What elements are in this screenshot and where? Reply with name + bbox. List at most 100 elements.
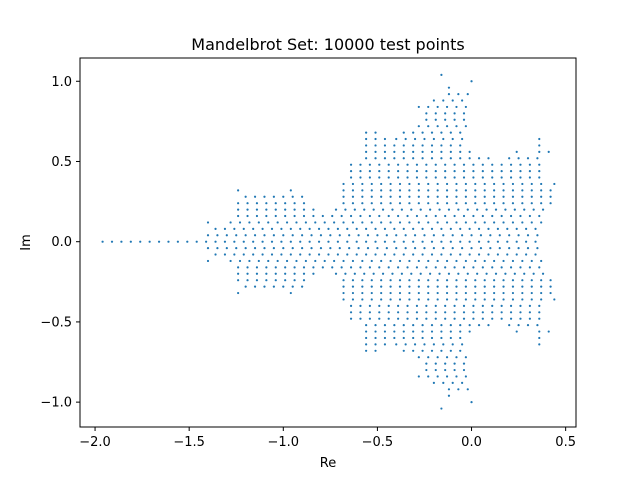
chart-title: Mandelbrot Set: 10000 test points [191, 35, 464, 54]
scatter-point [528, 304, 531, 307]
scatter-point [504, 208, 507, 211]
scatter-point [370, 259, 373, 263]
scatter-point [429, 208, 432, 211]
scatter-point [462, 170, 466, 173]
scatter-point [470, 80, 473, 83]
scatter-point [459, 131, 462, 134]
scatter-point [284, 266, 287, 269]
scatter-point [342, 298, 345, 301]
scatter-point [244, 234, 247, 237]
scatter-point [319, 234, 323, 237]
scatter-point [427, 182, 430, 186]
scatter-point [427, 291, 430, 295]
scatter-point [400, 208, 403, 211]
scatter-point [351, 259, 355, 263]
scatter-point [491, 311, 494, 314]
scatter-point [406, 304, 409, 307]
scatter-point [291, 247, 294, 250]
scatter-point [427, 125, 430, 128]
scatter-point [453, 317, 456, 320]
scatter-point [540, 195, 543, 198]
scatter-point [453, 112, 456, 115]
scatter-point [502, 182, 505, 186]
scatter-point [496, 253, 499, 256]
scatter-point [349, 317, 353, 320]
scatter-point [406, 311, 409, 314]
scatter-point [263, 285, 266, 288]
scatter-point [515, 227, 518, 230]
scatter-point [445, 105, 449, 109]
scatter-point [509, 163, 513, 166]
scatter-point [276, 259, 279, 263]
scatter-point [408, 182, 411, 186]
scatter-point [511, 285, 515, 288]
scatter-point [280, 227, 283, 230]
scatter-point [459, 240, 462, 243]
scatter-point [519, 214, 522, 218]
scatter-point [423, 247, 426, 250]
scatter-point [483, 189, 486, 192]
scatter-point [447, 272, 451, 275]
scatter-point [449, 227, 452, 230]
scatter-point [417, 221, 420, 224]
scatter-point [436, 202, 439, 205]
scatter-point [530, 221, 533, 224]
scatter-point [517, 324, 520, 327]
scatter-point [489, 234, 492, 237]
scatter-point [547, 330, 550, 333]
scatter-point [370, 189, 373, 192]
scatter-point [455, 202, 458, 205]
scatter-point [248, 259, 251, 263]
scatter-point [342, 195, 345, 198]
scatter-point [432, 343, 435, 346]
scatter-point [459, 336, 462, 340]
scatter-point [310, 234, 313, 237]
scatter-point [447, 86, 451, 89]
scatter-point [451, 99, 454, 102]
scatter-point [380, 259, 383, 263]
x-tick-label: −0.5 [362, 435, 394, 450]
scatter-point [540, 279, 543, 282]
scatter-point [374, 150, 377, 153]
scatter-point [434, 362, 437, 365]
scatter-point [466, 388, 469, 391]
scatter-point [368, 176, 371, 179]
scatter-point [412, 144, 415, 147]
scatter-point [530, 291, 533, 295]
scatter-point [351, 195, 355, 198]
scatter-point [521, 221, 524, 224]
scatter-point [440, 330, 443, 333]
scatter-point [530, 202, 533, 205]
scatter-point [223, 240, 227, 243]
scatter-point [333, 221, 336, 224]
scatter-point [389, 298, 392, 301]
scatter-point [148, 240, 151, 243]
scatter-point [540, 298, 543, 301]
scatter-point [129, 240, 132, 243]
scatter-point [472, 311, 475, 314]
scatter-point [466, 272, 469, 275]
scatter-point [445, 298, 449, 301]
scatter-point [205, 240, 208, 243]
scatter-point [380, 195, 383, 198]
scatter-point [365, 330, 368, 333]
scatter-point [464, 285, 467, 288]
scatter-point [430, 324, 434, 327]
scatter-point [549, 195, 552, 198]
scatter-point [487, 227, 490, 230]
scatter-point [340, 214, 343, 218]
scatter-point [427, 259, 430, 263]
scatter-point [464, 105, 467, 109]
scatter-point [412, 324, 415, 327]
scatter-point [504, 272, 507, 275]
scatter-point [474, 189, 477, 192]
scatter-point [519, 304, 522, 307]
scatter-point [430, 227, 434, 230]
scatter-point [432, 247, 435, 250]
scatter-point [368, 266, 371, 269]
scatter-point [491, 214, 494, 218]
scatter-point [242, 253, 245, 256]
scatter-point [429, 272, 432, 275]
scatter-point [530, 259, 533, 263]
scatter-point [423, 137, 426, 141]
